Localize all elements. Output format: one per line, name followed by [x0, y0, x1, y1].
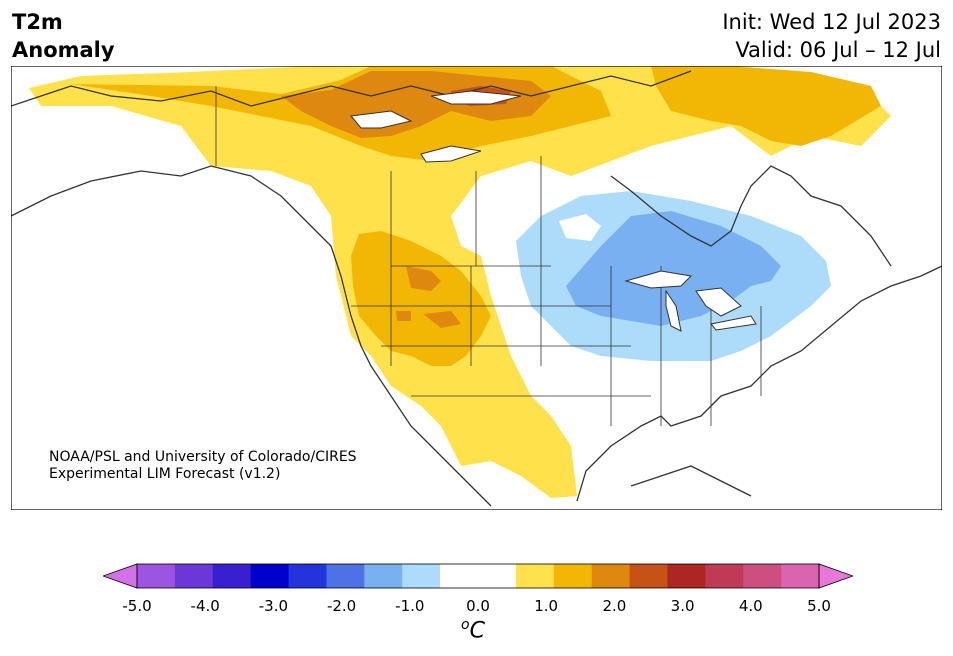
- colorbar-segment: [515, 564, 555, 588]
- colorbar-tick-label: 2.0: [602, 597, 627, 615]
- anomaly-map: [11, 66, 942, 510]
- colorbar-tick-label: 1.0: [534, 597, 559, 615]
- colorbar-tick-label: -3.0: [258, 597, 289, 615]
- colorbar-tick-label: -1.0: [395, 597, 425, 615]
- anomaly-dark-orange-2: [396, 266, 461, 328]
- anomaly-orange-west: [351, 231, 491, 366]
- date-info: Init: Wed 12 Jul 2023 Valid: 06 Jul – 12…: [722, 8, 941, 64]
- valid-range: Valid: 06 Jul – 12 Jul: [735, 38, 941, 62]
- colorbar-segment: [667, 564, 706, 588]
- colorbar-segment: [743, 564, 782, 588]
- colorbar-border: [136, 563, 820, 589]
- colorbar-segment: [212, 564, 252, 588]
- map-title: T2m Anomaly: [12, 8, 115, 64]
- colorbar-segment: [326, 564, 365, 588]
- credit-line1: NOAA/PSL and University of Colorado/CIRE…: [49, 449, 357, 465]
- great-lakes: [624, 270, 757, 332]
- colorbar-segment: [478, 564, 517, 588]
- colorbar-extend-low: [103, 563, 138, 589]
- credit-line2: Experimental LIM Forecast (v1.2): [49, 466, 281, 482]
- colorbar-segment: [781, 564, 820, 588]
- anomaly-orange-ne: [651, 66, 881, 146]
- anomaly-neutral-patch: [559, 214, 601, 241]
- colorbar-unit: oC: [461, 617, 485, 643]
- borders: [215, 86, 762, 426]
- unit-letter: C: [469, 618, 485, 644]
- colorbar-tick-label: -5.0: [122, 597, 152, 615]
- colorbar-segment: [705, 564, 744, 588]
- colorbar-segment: [591, 564, 631, 588]
- colorbar-segment: [364, 564, 403, 588]
- colorbar-tick-label: 5.0: [807, 597, 831, 615]
- title-line1: T2m: [12, 10, 63, 34]
- colorbar-tick-label: 0.0: [466, 597, 490, 615]
- coastlines: [11, 70, 942, 507]
- colorbar-segment: [174, 564, 214, 588]
- colorbar-segment: [288, 564, 327, 588]
- title-line2: Anomaly: [12, 38, 115, 62]
- colorbar-tick-label: -4.0: [190, 597, 220, 615]
- colorbar-segment: [250, 564, 290, 588]
- colorbar-segment: [440, 564, 479, 588]
- colorbar-segment: [402, 564, 441, 588]
- colorbar-segment: [629, 564, 668, 588]
- credit-text: NOAA/PSL and University of Colorado/CIRE…: [49, 449, 357, 483]
- arctic-water: [350, 90, 522, 163]
- init-date: Init: Wed 12 Jul 2023: [722, 10, 941, 34]
- colorbar-tick-label: -2.0: [326, 597, 357, 615]
- colorbar-tick-label: 3.0: [670, 597, 695, 615]
- colorbar-segment: [553, 564, 593, 588]
- unit-degree: o: [461, 617, 470, 633]
- colorbar: [103, 563, 853, 589]
- colorbar-segment: [137, 564, 176, 588]
- colorbar-tick-label: 4.0: [738, 597, 763, 615]
- colorbar-extend-high: [818, 563, 853, 589]
